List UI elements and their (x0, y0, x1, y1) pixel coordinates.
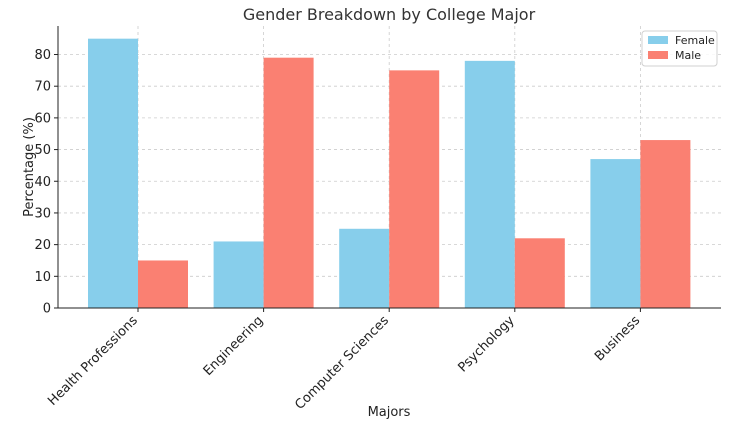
bar-male-psychology (514, 238, 565, 308)
legend: Female Male (641, 30, 718, 67)
bar-male-engineering (263, 57, 314, 308)
x-tick-label: Psychology (455, 313, 517, 375)
bar-female-psychology (464, 60, 515, 309)
x-tick-label: Business (592, 313, 643, 364)
y-tick-label: 70 (34, 80, 51, 95)
bar-male-business (640, 140, 691, 308)
x-tick-label: Health Professions (45, 313, 141, 409)
bar-female-engineering (213, 241, 264, 308)
y-tick-label: 0 (43, 302, 51, 317)
y-tick-label: 50 (34, 143, 51, 158)
y-tick-label: 30 (34, 206, 51, 221)
x-tick-label: Engineering (201, 313, 267, 379)
bar-female-business (590, 159, 641, 308)
axes (54, 26, 721, 312)
y-tick-label: 80 (34, 48, 51, 63)
x-tick-label: Computer Sciences (292, 313, 392, 413)
chart-title: Gender Breakdown by College Major (243, 5, 536, 24)
legend-label-male: Male (675, 49, 701, 62)
bar-female-health-professions (88, 38, 138, 308)
y-tick-label: 40 (34, 175, 51, 190)
y-tick-labels: 0 10 20 30 40 50 60 70 80 (34, 48, 51, 316)
bar-male-health-professions (138, 260, 188, 308)
bar-male-computer-sciences (389, 70, 440, 308)
y-tick-label: 60 (34, 111, 51, 126)
y-tick-label: 20 (34, 238, 51, 253)
y-tick-label: 10 (34, 270, 51, 285)
bars (88, 38, 691, 309)
x-axis-title: Majors (368, 405, 411, 420)
y-axis-title: Percentage (%) (22, 117, 37, 217)
legend-label-female: Female (675, 34, 715, 47)
legend-swatch-male (648, 51, 668, 59)
bar-female-computer-sciences (339, 228, 390, 308)
x-tick-labels: Health Professions Engineering Computer Sc… (45, 313, 643, 413)
legend-swatch-female (648, 36, 668, 44)
